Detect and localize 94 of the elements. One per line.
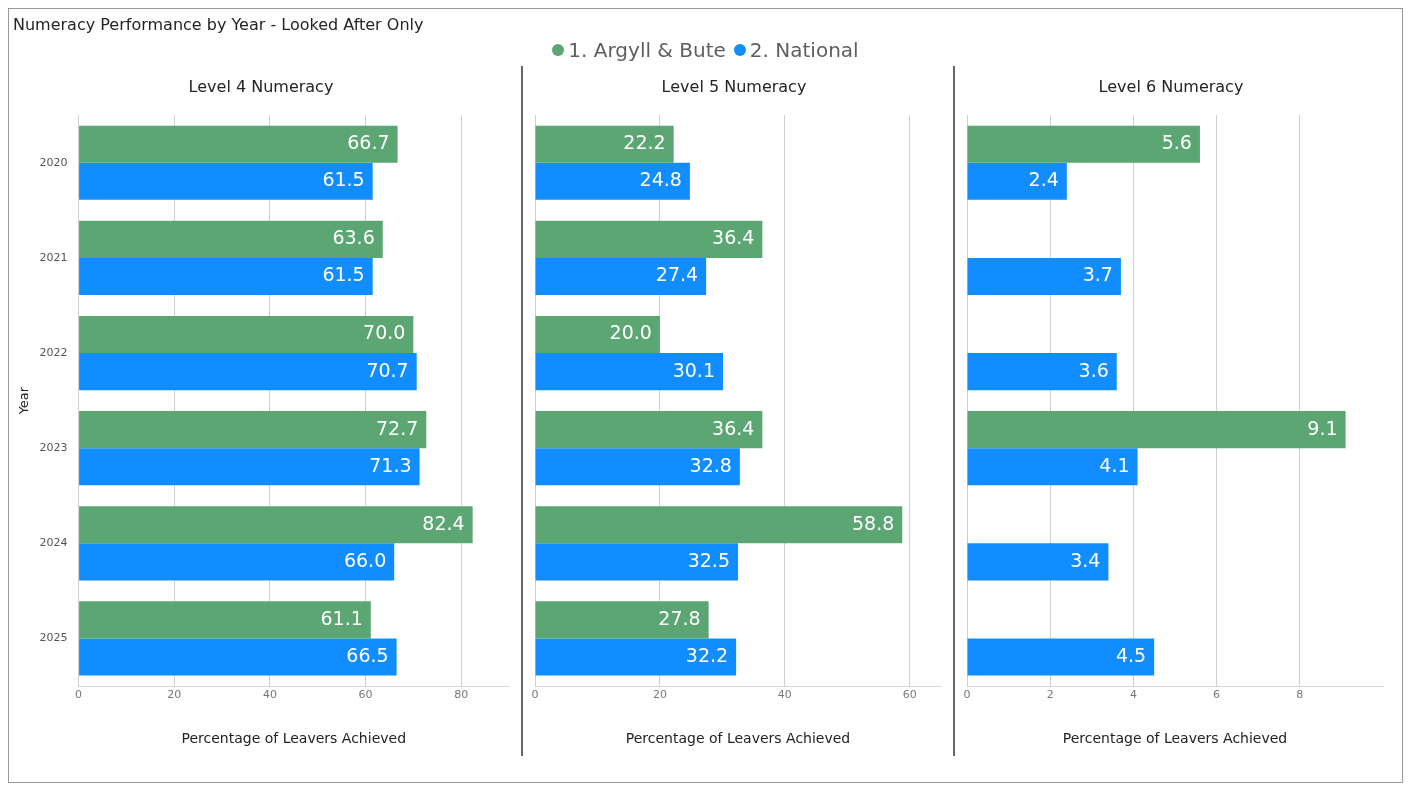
data-label: 30.1 — [672, 358, 716, 381]
bar — [79, 257, 373, 295]
bar — [535, 220, 763, 258]
bar — [967, 353, 1117, 391]
data-label: 3.4 — [1070, 548, 1101, 571]
y-tick-label: 2025 — [39, 631, 68, 645]
data-label: 3.7 — [1082, 263, 1113, 286]
bar — [535, 543, 738, 581]
bar — [535, 257, 707, 295]
bar — [967, 638, 1155, 676]
bar — [967, 448, 1138, 486]
data-label: 70.7 — [366, 358, 409, 381]
bar — [535, 353, 724, 391]
data-label: 61.5 — [322, 263, 365, 286]
bar — [535, 125, 674, 163]
y-axis-title: Year — [16, 386, 32, 416]
data-label: 61.5 — [322, 168, 365, 191]
bar — [79, 543, 395, 581]
data-label: 32.2 — [685, 643, 729, 666]
data-label: 2.4 — [1028, 168, 1059, 191]
x-tick-label: 0 — [75, 688, 83, 702]
y-tick-label: 2022 — [39, 345, 68, 359]
data-label: 82.4 — [422, 511, 465, 534]
bar — [535, 162, 690, 200]
chart-title: Level 5 Numeracy — [661, 76, 807, 96]
x-tick-label: 6 — [1213, 688, 1221, 702]
bar — [79, 638, 397, 676]
data-label: 66.0 — [343, 548, 387, 571]
bar — [79, 411, 427, 449]
data-label: 27.8 — [658, 606, 701, 629]
x-tick-label: 0 — [963, 688, 971, 702]
bar — [535, 315, 660, 354]
data-label: 4.5 — [1115, 643, 1147, 666]
data-label: 24.8 — [639, 168, 682, 191]
bar — [79, 315, 414, 354]
y-tick-label: 2023 — [39, 441, 68, 455]
bar — [79, 125, 398, 163]
chart-title: Level 4 Numeracy — [188, 76, 334, 96]
x-axis-title: Percentage of Leavers Achieved — [181, 730, 407, 747]
data-label: 71.3 — [369, 453, 412, 476]
text: Numeracy Performance by Year - Looked After Only — [12, 14, 425, 34]
bar — [967, 257, 1121, 295]
bar — [535, 448, 740, 486]
data-label: 36.4 — [712, 226, 755, 249]
data-label: 5.6 — [1161, 131, 1192, 154]
x-tick-label: 8 — [1296, 688, 1304, 702]
bar — [79, 220, 383, 258]
data-label: 66.7 — [347, 131, 390, 154]
data-label: 63.6 — [332, 226, 375, 249]
legend-label: 1. Argyll & Bute — [568, 38, 726, 62]
bar — [535, 601, 709, 639]
bar — [79, 506, 473, 544]
data-label: 9.1 — [1307, 416, 1338, 439]
x-axis-title: Percentage of Leavers Achieved — [625, 730, 851, 747]
data-label: 66.5 — [346, 643, 389, 666]
x-tick-label: 4 — [1129, 688, 1137, 702]
y-tick-label: 2024 — [39, 536, 68, 550]
data-label: 72.7 — [375, 416, 419, 439]
x-tick-label: 40 — [262, 688, 277, 702]
data-label: 32.8 — [689, 453, 732, 476]
data-label: 27.4 — [655, 263, 699, 286]
bar — [79, 353, 417, 391]
x-tick-label: 60 — [358, 688, 373, 702]
x-axis-title: Percentage of Leavers Achieved — [1062, 730, 1288, 747]
x-tick-label: 80 — [454, 688, 469, 702]
data-label: 20.0 — [609, 321, 652, 344]
bar — [535, 411, 763, 449]
data-label: 22.2 — [623, 131, 666, 154]
data-label: 3.6 — [1078, 358, 1109, 381]
x-tick-label: 60 — [902, 688, 917, 702]
x-tick-label: 20 — [167, 688, 182, 702]
bar — [967, 543, 1109, 581]
y-tick-label: 2020 — [39, 155, 68, 169]
data-label: 70.0 — [363, 321, 406, 344]
bar — [967, 162, 1067, 200]
y-tick-label: 2021 — [39, 250, 68, 264]
x-tick-label: 0 — [531, 688, 539, 702]
bar — [79, 162, 373, 200]
chart-title: Level 6 Numeracy — [1098, 76, 1244, 96]
data-label: 36.4 — [712, 416, 755, 439]
bar — [535, 638, 737, 676]
bar — [79, 601, 371, 639]
bar — [535, 506, 903, 544]
data-label: 32.5 — [687, 548, 730, 571]
data-label: 61.1 — [320, 606, 363, 629]
bar — [967, 125, 1200, 163]
x-tick-label: 2 — [1046, 688, 1054, 702]
x-tick-label: 20 — [652, 688, 667, 702]
data-label: 58.8 — [851, 511, 895, 534]
bar — [79, 448, 420, 486]
x-tick-label: 40 — [777, 688, 792, 702]
legend-label: 2. National — [749, 38, 859, 62]
bar — [967, 411, 1346, 449]
data-label: 4.1 — [1099, 453, 1130, 476]
